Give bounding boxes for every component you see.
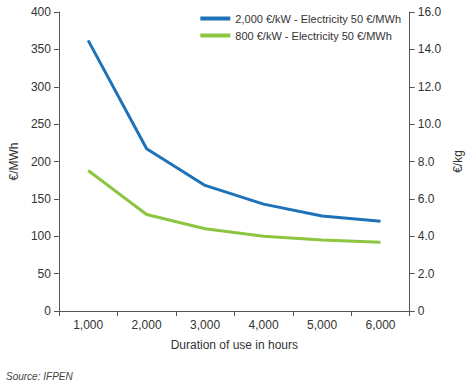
svg-text:0: 0 [44, 304, 51, 318]
svg-text:14.0: 14.0 [418, 42, 442, 56]
svg-text:12.0: 12.0 [418, 80, 442, 94]
svg-text:50: 50 [38, 267, 52, 281]
svg-text:350: 350 [31, 42, 51, 56]
svg-text:10.0: 10.0 [418, 117, 442, 131]
svg-text:8.0: 8.0 [418, 155, 435, 169]
svg-text:800 €/kW - Electricity 50 €/MW: 800 €/kW - Electricity 50 €/MWh [235, 30, 392, 42]
svg-text:2,000: 2,000 [132, 318, 162, 332]
svg-text:150: 150 [31, 192, 51, 206]
svg-text:4,000: 4,000 [249, 318, 279, 332]
svg-text:1,000: 1,000 [73, 318, 103, 332]
svg-text:200: 200 [31, 155, 51, 169]
svg-text:4.0: 4.0 [418, 229, 435, 243]
svg-text:Source: IFPEN: Source: IFPEN [6, 371, 73, 382]
svg-text:2,000 €/kW - Electricity 50 €/: 2,000 €/kW - Electricity 50 €/MWh [235, 13, 401, 25]
svg-text:5,000: 5,000 [307, 318, 337, 332]
svg-text:3,000: 3,000 [190, 318, 220, 332]
svg-text:€/kg: €/kg [451, 150, 465, 173]
svg-text:6,000: 6,000 [365, 318, 395, 332]
svg-text:250: 250 [31, 117, 51, 131]
svg-text:400: 400 [31, 5, 51, 19]
svg-text:300: 300 [31, 80, 51, 94]
svg-text:€/MWh: €/MWh [7, 142, 21, 180]
svg-text:100: 100 [31, 229, 51, 243]
svg-text:Duration of use in hours: Duration of use in hours [171, 338, 298, 352]
svg-text:2.0: 2.0 [418, 267, 435, 281]
svg-text:16.0: 16.0 [418, 5, 442, 19]
svg-text:6.0: 6.0 [418, 192, 435, 206]
svg-text:0: 0 [418, 304, 425, 318]
